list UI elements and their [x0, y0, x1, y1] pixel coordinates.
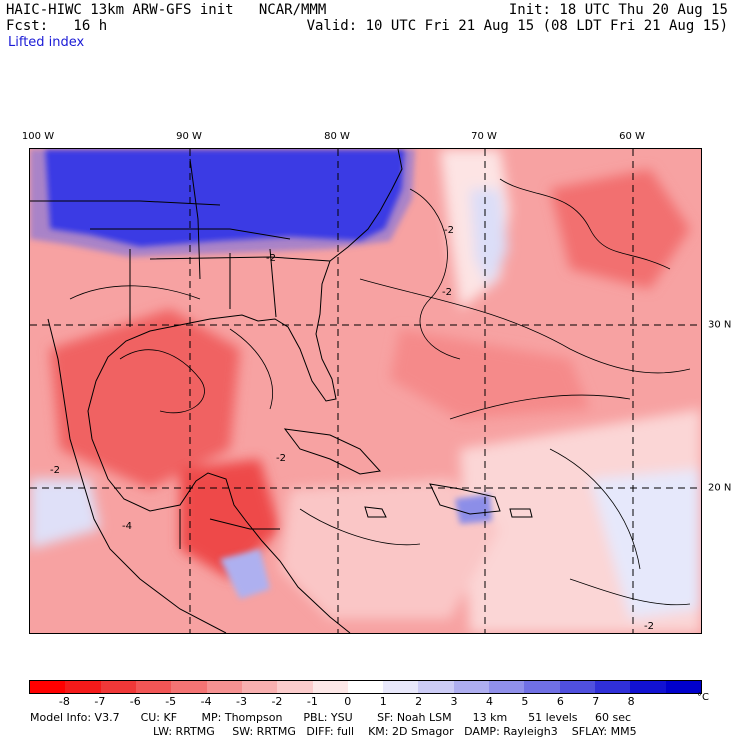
product-title: HAIC-HIWC 13km ARW-GFS init NCAR/MMM — [6, 2, 327, 18]
field-red-atlantic-north — [550, 169, 690, 289]
colorbar-cell — [277, 681, 313, 693]
colorbar-tick-label: -8 — [58, 695, 70, 708]
colorbar-cell — [418, 681, 454, 693]
lat-label-20n: 20 N — [708, 482, 732, 494]
colorbar-tick-label: 4 — [485, 695, 493, 708]
field-stable-hispaniola — [455, 494, 492, 524]
model-info-timestep: 60 sec — [595, 711, 632, 724]
model-info-lw: LW: RRTMG — [153, 725, 215, 738]
colorbar-cell — [65, 681, 101, 693]
model-info-row2: LW: RRTMG SW: RRTMG DIFF: full KM: 2D Sm… — [153, 725, 637, 738]
model-info-sf: SF: Noah LSM — [377, 711, 452, 724]
colorbar-cell — [595, 681, 631, 693]
contour-label: -4 — [122, 521, 132, 532]
graticule — [30, 149, 701, 633]
field-deep-red-gulf — [50, 309, 240, 489]
model-info-km: KM: 2D Smagor — [368, 725, 454, 738]
colorbar-tick-label: -3 — [236, 695, 247, 708]
colorbar-tick-label: 7 — [592, 695, 600, 708]
lon-label-90w: 90 W — [176, 131, 202, 142]
colorbar-cell — [383, 681, 419, 693]
contour-label-group: -2 -2 -2 -2 -4 -2 -2 — [50, 225, 654, 632]
contour-label: -2 — [276, 453, 286, 464]
model-info-sflay: SFLAY: MM5 — [571, 725, 637, 738]
field-deep-red-central-america — [180, 459, 280, 579]
colorbar-cell — [171, 681, 207, 693]
contour-label: -2 — [50, 465, 60, 476]
colorbar-tick-label: 8 — [627, 695, 635, 708]
field-stable-halo — [30, 149, 415, 257]
colorbar — [29, 680, 702, 694]
colorbar-tick-label: -2 — [271, 695, 283, 708]
contour-label: -2 — [644, 621, 654, 632]
colorbar-tick-label: 2 — [415, 695, 423, 708]
colorbar-tick-label: -7 — [94, 695, 106, 708]
lat-label-30n: 30 N — [708, 319, 732, 331]
colorbar-cell — [100, 681, 136, 693]
lon-label-100w: 100 W — [21, 131, 55, 142]
lon-label-70w: 70 W — [471, 131, 497, 142]
lon-label-80w: 80 W — [324, 131, 350, 142]
init-time: Init: 18 UTC Thu 20 Aug 15 — [508, 2, 728, 18]
model-info-version: Model Info: V3.7 — [30, 711, 120, 724]
colorbar-cell — [489, 681, 525, 693]
forecast-hour: Fcst: 16 h — [6, 18, 108, 34]
contours — [69, 178, 691, 606]
colorbar-cell — [206, 681, 242, 693]
model-info-cu: CU: KF — [140, 711, 178, 724]
colorbar-tick-label: 3 — [450, 695, 458, 708]
colorbar-cell — [524, 681, 560, 693]
colorbar-cell — [347, 681, 384, 693]
model-info-levels: 51 levels — [528, 711, 578, 724]
colorbar-cell — [665, 681, 701, 693]
field-pale-caribbean — [280, 479, 500, 619]
colorbar-tick-label: 6 — [556, 695, 564, 708]
field-stable-honduras — [220, 549, 270, 599]
contour-label: -2 — [266, 253, 276, 264]
colorbar-cell — [30, 681, 66, 693]
model-info-resolution: 13 km — [472, 711, 508, 724]
field-stable-pacific — [30, 479, 100, 549]
model-info-sw: SW: RRTMG — [232, 725, 296, 738]
colorbar-tick-label: 1 — [379, 695, 387, 708]
colorbar-cell — [630, 681, 666, 693]
colorbar-tick-label: 5 — [521, 695, 529, 708]
lifted-index-map: -2 -2 -2 -2 -4 -2 -2 — [29, 148, 702, 634]
coastlines — [30, 149, 533, 633]
valid-time: Valid: 10 UTC Fri 21 Aug 15 (08 LDT Fri … — [306, 18, 728, 34]
model-info-pbl: PBL: YSU — [303, 711, 353, 724]
colorbar-cell — [241, 681, 278, 693]
colorbar-tick-label: -6 — [129, 695, 141, 708]
colorbar-tick-label: 0 — [344, 695, 352, 708]
lon-label-60w: 60 W — [619, 131, 645, 142]
colorbar-cell — [135, 681, 172, 693]
model-info-mp: MP: Thompson — [201, 711, 283, 724]
model-info-damp: DAMP: Rayleigh3 — [464, 725, 558, 738]
colorbar-tick-label: -4 — [200, 695, 212, 708]
field-name: Lifted index — [8, 35, 85, 50]
model-info-row1: Model Info: V3.7 CU: KF MP: Thompson PBL… — [30, 711, 631, 724]
colorbar-cell — [453, 681, 490, 693]
contour-label: -2 — [442, 287, 452, 298]
field-stable-patch-east — [590, 469, 701, 619]
colorbar-cell — [559, 681, 595, 693]
model-info-diff: DIFF: full — [306, 725, 355, 738]
colorbar-tick-label: -1 — [306, 695, 318, 708]
contour-label: -2 — [444, 225, 454, 236]
field-stable-patch-atlantic — [470, 189, 508, 289]
colorbar-unit: °C — [697, 692, 709, 703]
colorbar-tick-label: -5 — [165, 695, 177, 708]
colorbar-cell — [312, 681, 348, 693]
map-canvas: -2 -2 -2 -2 -4 -2 -2 — [30, 149, 701, 633]
